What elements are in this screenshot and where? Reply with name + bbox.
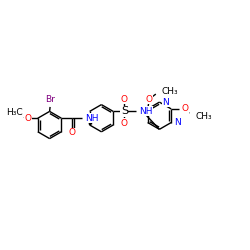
Text: O: O [121,95,128,104]
Text: NH: NH [85,114,98,123]
Text: O: O [69,128,76,137]
Text: CH₃: CH₃ [162,87,178,96]
Text: O: O [146,95,152,104]
Text: O: O [181,104,188,114]
Text: O: O [25,114,32,123]
Text: H₃C: H₃C [6,108,23,116]
Text: O: O [121,119,128,128]
Text: N: N [174,118,181,127]
Text: S: S [121,106,128,117]
Text: Br: Br [45,96,55,104]
Text: N: N [162,98,169,107]
Text: NH: NH [139,107,153,116]
Text: CH₃: CH₃ [195,112,212,121]
